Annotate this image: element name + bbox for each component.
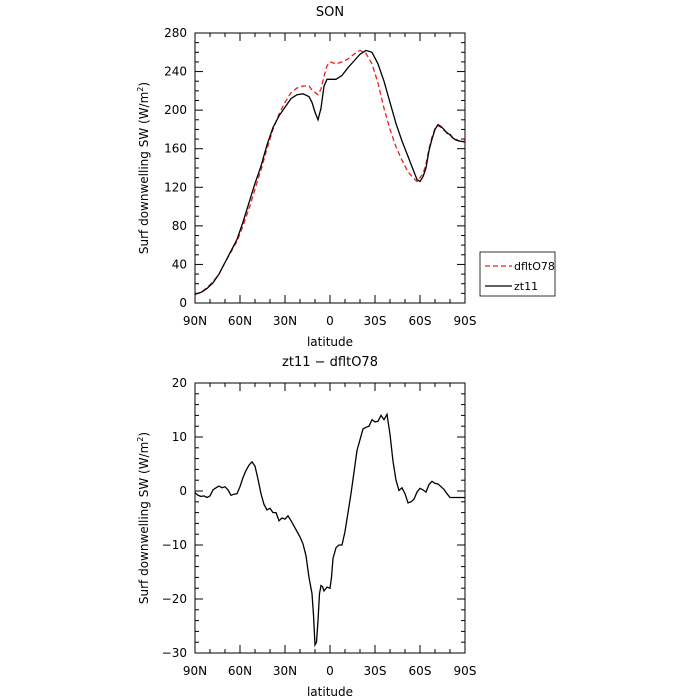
bottom-y-tick-label: −10 (162, 538, 187, 552)
bottom-y-tick-label: −30 (162, 646, 187, 660)
bottom-plot-frame (194, 382, 466, 654)
top-y-tick-label: 200 (164, 103, 187, 117)
bottom-y-axis-label-superscript: 2 (136, 437, 145, 442)
top-series-lines (194, 49, 466, 295)
bottom-y-axis-label-end: ) (137, 432, 151, 437)
top-axes: 90N 60N 30N 0 30S 60S 90S 0 40 80 120 160 200 240 280 (164, 26, 476, 328)
top-y-tick-label: 160 (164, 142, 187, 156)
bottom-x-tick-label: 0 (326, 664, 334, 678)
bottom-y-axis-label-main: Surf downwelling SW (W/m (137, 442, 151, 604)
top-x-tick-label: 0 (326, 314, 334, 328)
bottom-axes: 90N 60N 30N 0 30S 60S 90S −30 −20 −10 0 10 20 (162, 376, 477, 678)
legend-box (479, 251, 556, 297)
top-y-tick-label: 80 (172, 219, 187, 233)
top-x-tick-label: 60N (228, 314, 252, 328)
bottom-y-axis-label: Surf downwelling SW (W/m2) (136, 432, 151, 604)
bottom-chart-title: zt11 − dfltO78 (282, 355, 378, 370)
bottom-panel: zt11 − dfltO78 90N 60N 30N 0 30S 60S 90S −30 −20… (136, 355, 476, 699)
top-x-tick-label: 90S (454, 314, 477, 328)
top-series-line-zt11 (194, 49, 466, 295)
top-y-tick-label: 40 (172, 257, 187, 271)
bottom-series-lines (194, 412, 465, 648)
bottom-x-tick-label: 90N (183, 664, 207, 678)
top-x-tick-label: 30S (364, 314, 387, 328)
top-y-axis-label-superscript: 2 (136, 87, 145, 92)
top-x-tick-label: 60S (409, 314, 432, 328)
top-y-tick-label: 120 (164, 180, 187, 194)
top-x-axis-label: latitude (307, 335, 353, 349)
bottom-x-tick-label: 30S (364, 664, 387, 678)
bottom-x-tick-label: 60N (228, 664, 252, 678)
bottom-x-tick-label: 30N (273, 664, 297, 678)
legend-label-dfltO78: dfltO78 (514, 260, 555, 273)
top-x-tick-label: 30N (273, 314, 297, 328)
top-y-tick-label: 280 (164, 26, 187, 40)
top-panel: SON 90N 60N 30N 0 30S 60S 90S 0 40 80 120 160 200 240… (136, 5, 556, 349)
bottom-y-tick-label: 20 (172, 376, 187, 390)
top-chart-title: SON (316, 5, 344, 20)
bottom-y-tick-label: 10 (172, 430, 187, 444)
bottom-x-tick-label: 90S (454, 664, 477, 678)
top-y-axis-label-end: ) (137, 82, 151, 87)
top-y-tick-label: 240 (164, 65, 187, 79)
bottom-x-tick-label: 60S (409, 664, 432, 678)
bottom-series-line-diff-0 (194, 412, 465, 648)
legend-label-zt11: zt11 (514, 280, 538, 293)
bottom-x-axis-label: latitude (307, 685, 353, 699)
top-x-tick-label: 90N (183, 314, 207, 328)
bottom-y-tick-label: 0 (179, 484, 187, 498)
top-y-axis-label-main: Surf downwelling SW (W/m (137, 92, 151, 254)
bottom-y-tick-label: −20 (162, 592, 187, 606)
top-y-tick-label: 0 (179, 296, 187, 310)
legend: dfltO78 zt11 (479, 251, 556, 297)
top-y-axis-label: Surf downwelling SW (W/m2) (136, 82, 151, 254)
